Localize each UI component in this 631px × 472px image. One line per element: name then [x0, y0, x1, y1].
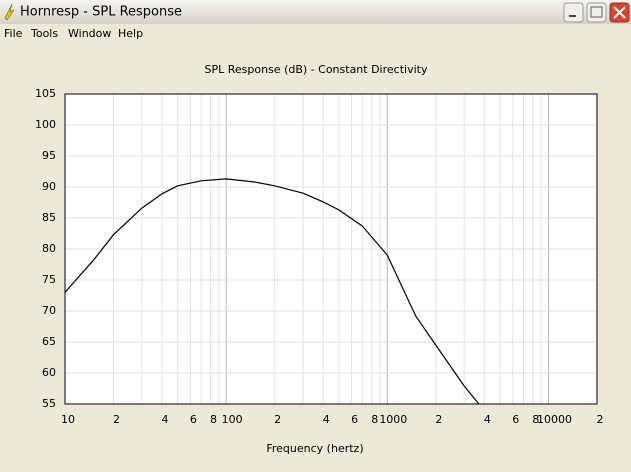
plot-frame	[64, 93, 598, 405]
y-tick-label: 100	[35, 118, 56, 131]
x-tick-label: 8	[371, 413, 378, 426]
y-tick-label: 55	[42, 397, 56, 410]
x-tick-label: 10000	[537, 413, 572, 426]
title-bar	[0, 0, 631, 24]
y-tick-label: 75	[42, 273, 56, 286]
app-icon	[4, 3, 15, 21]
maximize-icon	[590, 6, 603, 18]
x-tick-label: 8	[210, 413, 217, 426]
x-tick-label: 6	[351, 413, 358, 426]
y-tick-label: 85	[42, 211, 56, 224]
menu-item[interactable]: Tools	[30, 27, 58, 40]
x-tick-label: 10	[61, 413, 75, 426]
x-tick-label: 4	[162, 413, 169, 426]
menu-item[interactable]: File	[4, 27, 23, 40]
x-tick-label: 8	[532, 413, 539, 426]
maximize-button[interactable]	[586, 2, 607, 23]
x-tick-label: 6	[190, 413, 197, 426]
x-tick-label: 4	[323, 413, 330, 426]
chart-title: SPL Response (dB) - Constant Directivity	[205, 63, 428, 76]
y-tick-label: 105	[35, 87, 56, 100]
x-tick-label: 2	[435, 413, 442, 426]
y-tick-label: 60	[42, 366, 56, 379]
x-tick-label: 6	[512, 413, 519, 426]
minimize-button[interactable]	[563, 2, 584, 23]
x-tick-label: 2	[597, 413, 604, 426]
x-tick-label: 1000	[379, 413, 407, 426]
y-tick-label: 90	[42, 180, 56, 193]
menu-item[interactable]: Window	[68, 27, 111, 40]
x-tick-label: 2	[274, 413, 281, 426]
x-axis-label: Frequency (hertz)	[266, 442, 363, 455]
menu-bar	[0, 24, 631, 44]
y-tick-label: 65	[42, 335, 56, 348]
y-tick-label: 95	[42, 149, 56, 162]
x-tick-label: 4	[484, 413, 491, 426]
y-tick-label: 80	[42, 242, 56, 255]
close-icon	[613, 6, 626, 19]
response-curve	[64, 178, 480, 405]
menu-item[interactable]: Help	[118, 27, 143, 40]
minimize-icon	[569, 15, 576, 17]
x-tick-label: 2	[113, 413, 120, 426]
y-tick-label: 70	[42, 304, 56, 317]
window-title: Hornresp - SPL Response	[20, 5, 182, 20]
x-tick-label: 100	[222, 413, 243, 426]
